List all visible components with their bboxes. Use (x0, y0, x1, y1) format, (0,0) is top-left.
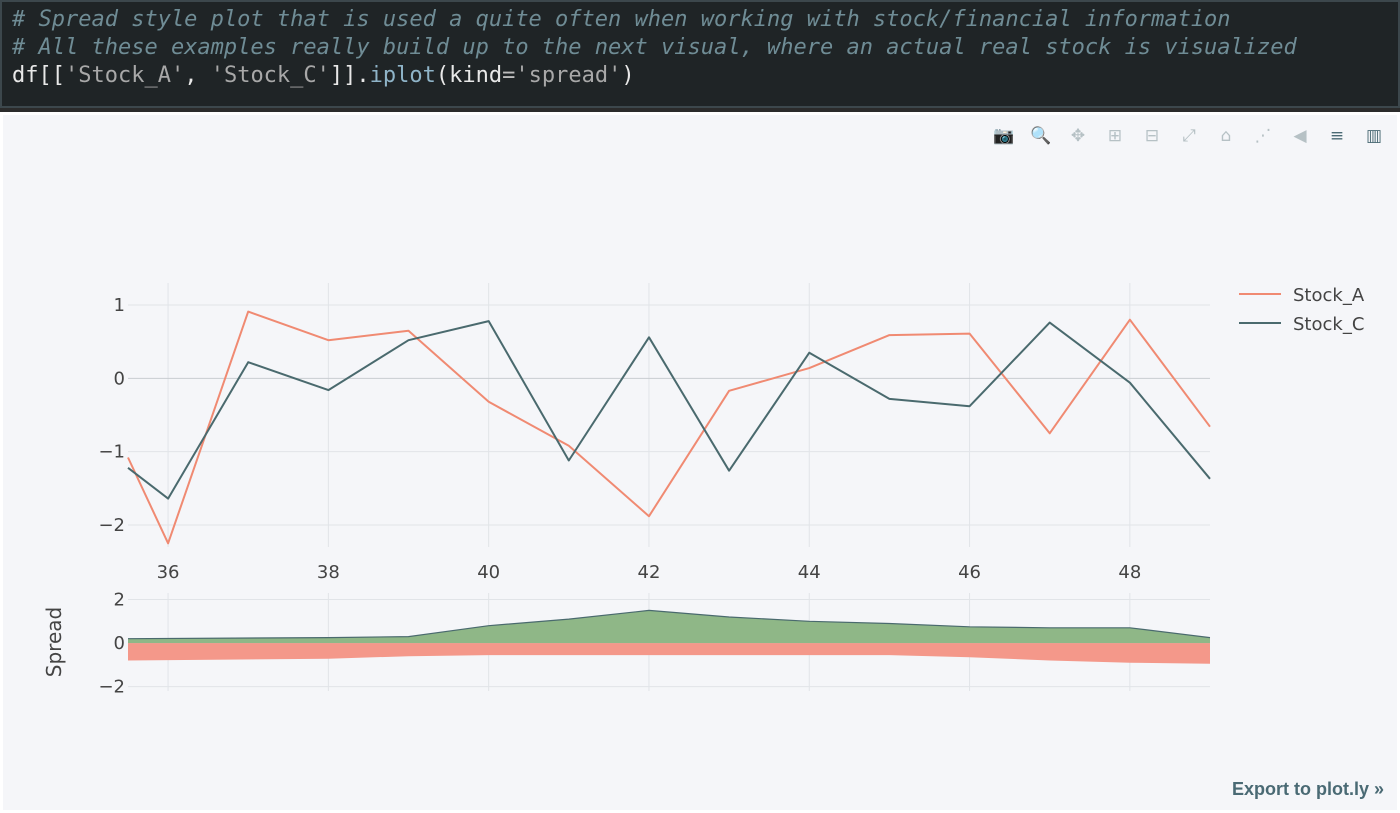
output-cell: 📷 🔍 ✥ ⊞ ⊟ ⤢ ⌂ ⋰ ◀ ≡ ▥ 1 0 −1 −2 36 38 40 42 44 46 48 Stock_A S… (0, 112, 1400, 813)
code-token-string: 'Stock_A' (64, 63, 185, 88)
spread-negative-area (128, 643, 1210, 664)
zoom-out-icon[interactable]: ⊟ (1144, 126, 1160, 146)
code-comment-line-2: # All these examples really build up to … (12, 35, 1297, 60)
pan-icon[interactable]: ✥ (1070, 126, 1086, 146)
y-tick-label: −2 (98, 677, 125, 698)
x-tick-label: 38 (317, 562, 340, 583)
spread-line (127, 609, 1211, 640)
y-tick-label: −2 (98, 515, 125, 536)
code-comment-line-1: # Spread style plot that is used a quite… (12, 7, 1231, 32)
plot-modebar: 📷 🔍 ✥ ⊞ ⊟ ⤢ ⌂ ⋰ ◀ ≡ ▥ (991, 123, 1387, 149)
plot-container: 📷 🔍 ✥ ⊞ ⊟ ⤢ ⌂ ⋰ ◀ ≡ ▥ 1 0 −1 −2 36 38 40 42 44 46 48 Stock_A S… (3, 115, 1397, 810)
code-token-method: iplot (369, 63, 436, 88)
code-token-comma: , (184, 63, 211, 88)
code-token-close: ]]. (329, 63, 370, 88)
code-token-end: ) (621, 63, 635, 88)
legend-label-stock_a: Stock_A (1293, 285, 1365, 306)
x-tick-label: 44 (798, 562, 821, 583)
y-tick-label: 2 (114, 590, 125, 611)
code-token-df: df[[ (12, 63, 65, 88)
code-token-string: 'spread' (515, 63, 622, 88)
plotly-logo-icon[interactable]: ▥ (1365, 126, 1383, 146)
code-cell[interactable]: # Spread style plot that is used a quite… (0, 0, 1400, 108)
spread-axis-label: Spread (42, 607, 66, 677)
x-tick-label: 46 (958, 562, 981, 583)
series-line-stock_c (127, 320, 1211, 500)
legend-label-stock_c: Stock_C (1293, 314, 1364, 335)
y-tick-label: 0 (114, 368, 125, 389)
spread-chart[interactable]: 1 0 −1 −2 36 38 40 42 44 46 48 Stock_A Stock_C 2 0 −2 Sp… (3, 115, 1397, 810)
code-token-kwarg: (kind (435, 63, 503, 88)
code-token-string: 'Stock_C' (210, 63, 330, 88)
x-tick-label: 48 (1118, 562, 1141, 583)
zoom-icon[interactable]: 🔍 (1030, 126, 1052, 146)
spike-lines-icon[interactable]: ⋰ (1254, 126, 1272, 146)
y-tick-label: −1 (98, 442, 125, 463)
hover-closest-icon[interactable]: ◀ (1293, 126, 1307, 146)
x-tick-label: 36 (157, 562, 180, 583)
zoom-in-icon[interactable]: ⊞ (1107, 126, 1123, 146)
hover-compare-icon[interactable]: ≡ (1329, 126, 1345, 146)
reset-axes-icon[interactable]: ⌂ (1220, 126, 1232, 146)
code-token-equals: = (502, 63, 516, 88)
export-to-plotly-link[interactable]: Export to plot.ly » (1231, 779, 1384, 799)
y-tick-label: 1 (114, 295, 125, 316)
camera-icon[interactable]: 📷 (993, 126, 1015, 146)
autoscale-icon[interactable]: ⤢ (1182, 126, 1196, 146)
y-tick-label: 0 (114, 633, 125, 654)
x-tick-label: 40 (477, 562, 500, 583)
series-line-stock_a (127, 310, 1211, 545)
code-line: df[['Stock_A', 'Stock_C']].iplot(kind='s… (12, 63, 635, 88)
x-tick-label: 42 (638, 562, 661, 583)
spread-positive-area (128, 610, 1210, 644)
